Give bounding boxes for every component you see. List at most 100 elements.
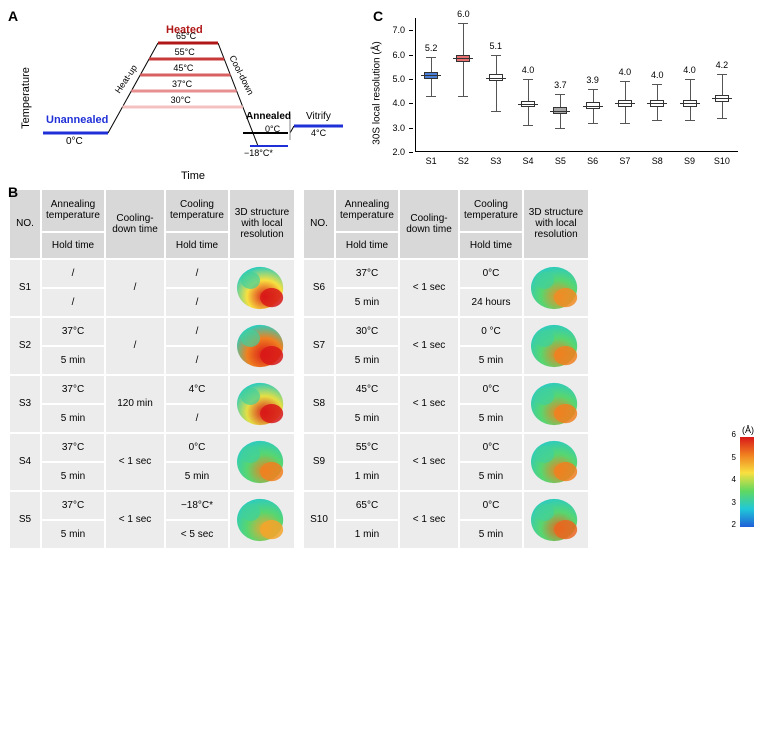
anneal-temp: / xyxy=(42,260,104,287)
hdr-hold1: Hold time xyxy=(42,233,104,258)
x-tick: S5 xyxy=(555,156,566,166)
heated-temp-3: 37°C xyxy=(172,79,192,89)
cool-time: < 1 sec xyxy=(400,318,458,374)
panel-a-label: A xyxy=(8,8,18,24)
hold1: 5 min xyxy=(336,405,398,432)
hdr-hold2: Hold time xyxy=(460,233,522,258)
hold2: / xyxy=(166,347,228,374)
x-tick: S9 xyxy=(684,156,695,166)
panel-a-schematic: Temperature Time xyxy=(38,28,348,168)
vitrify-temp: 4°C xyxy=(311,128,326,138)
box-value: 5.1 xyxy=(489,41,502,51)
structure-cell xyxy=(524,260,588,316)
hold1: / xyxy=(42,289,104,316)
hold2: 5 min xyxy=(460,463,522,490)
hdr-cool-temp: Cooling temperature xyxy=(166,190,228,231)
heated-temp-0: 65°C xyxy=(176,31,196,41)
annealed-t1: −18°C* xyxy=(244,148,273,158)
x-tick: S10 xyxy=(714,156,730,166)
structure-cell xyxy=(230,492,294,548)
box-value: 6.0 xyxy=(457,9,470,19)
hold2: 5 min xyxy=(460,405,522,432)
box-value: 4.0 xyxy=(651,70,664,80)
box-S9 xyxy=(680,18,700,152)
box-value: 4.0 xyxy=(522,65,535,75)
legend-tick: 5 xyxy=(732,453,736,462)
hold2: 5 min xyxy=(166,463,228,490)
hdr-no: NO. xyxy=(10,190,40,258)
structure-icon xyxy=(527,263,585,313)
conditions-table: NO. Annealing temperature Cooling-down t… xyxy=(302,188,590,550)
row-id: S3 xyxy=(10,376,40,432)
row-id: S8 xyxy=(304,376,334,432)
legend-tick: 6 xyxy=(732,430,736,439)
panel-c-plot xyxy=(415,18,738,152)
ytick: 6.0 xyxy=(409,55,413,56)
anneal-temp: 30°C xyxy=(336,318,398,345)
structure-icon xyxy=(527,321,585,371)
legend-unit: (Å) xyxy=(706,425,754,435)
hdr-structure: 3D structure with local resolution xyxy=(524,190,588,258)
box-S2 xyxy=(453,18,473,152)
hdr-anneal-temp: Annealing temperature xyxy=(42,190,104,231)
hold2: 24 hours xyxy=(460,289,522,316)
box-S8 xyxy=(647,18,667,152)
anneal-temp: 37°C xyxy=(42,318,104,345)
anneal-temp: 45°C xyxy=(336,376,398,403)
cool-time: < 1 sec xyxy=(106,492,164,548)
row-id: S2 xyxy=(10,318,40,374)
ytick: 2.0 xyxy=(409,152,413,153)
hold1: 5 min xyxy=(336,289,398,316)
structure-icon xyxy=(527,437,585,487)
anneal-temp: 55°C xyxy=(336,434,398,461)
unannealed-label: Unannealed xyxy=(46,114,108,126)
panel-c-label: C xyxy=(373,8,383,24)
hold1: 5 min xyxy=(42,463,104,490)
panel-c: C 30S local resolution (Å) 2.03.04.05.06… xyxy=(373,8,748,178)
hold2: / xyxy=(166,289,228,316)
legend-tick: 4 xyxy=(732,475,736,484)
cool-time: / xyxy=(106,318,164,374)
panel-c-yticks: 2.03.04.05.06.07.0 xyxy=(403,18,413,152)
cool-temp: 0°C xyxy=(460,492,522,519)
cool-time: 120 min xyxy=(106,376,164,432)
cool-temp: 0°C xyxy=(460,376,522,403)
cool-temp: 0 °C xyxy=(460,318,522,345)
structure-icon xyxy=(233,263,291,313)
vitrify-label: Vitrify xyxy=(306,111,331,122)
structure-icon xyxy=(233,379,291,429)
cool-temp: 0°C xyxy=(166,434,228,461)
panel-b-tables: NO. Annealing temperature Cooling-down t… xyxy=(8,188,752,529)
cool-time: < 1 sec xyxy=(106,434,164,490)
hdr-structure: 3D structure with local resolution xyxy=(230,190,294,258)
x-tick: S3 xyxy=(490,156,501,166)
hdr-cool-time: Cooling-down time xyxy=(106,190,164,258)
structure-icon xyxy=(233,321,291,371)
cool-temp: 4°C xyxy=(166,376,228,403)
panel-b: B NO. Annealing temperature Cooling-down… xyxy=(8,188,752,529)
anneal-temp: 37°C xyxy=(42,492,104,519)
structure-cell xyxy=(230,260,294,316)
cool-temp: / xyxy=(166,318,228,345)
structure-cell xyxy=(230,376,294,432)
box-value: 4.0 xyxy=(619,67,632,77)
box-value: 5.2 xyxy=(425,43,438,53)
x-tick: S2 xyxy=(458,156,469,166)
hold1: 5 min xyxy=(42,521,104,548)
annealed-t0: 0°C xyxy=(265,124,280,134)
figure: A Temperature Time xyxy=(8,8,752,529)
box-value: 4.2 xyxy=(716,60,729,70)
hdr-no: NO. xyxy=(304,190,334,258)
panel-c-ylabel: 30S local resolution (Å) xyxy=(372,41,383,144)
anneal-temp: 37°C xyxy=(336,260,398,287)
box-S3 xyxy=(486,18,506,152)
cool-temp: −18°C* xyxy=(166,492,228,519)
structure-cell xyxy=(230,434,294,490)
x-tick: S8 xyxy=(652,156,663,166)
structure-cell xyxy=(524,318,588,374)
hdr-cool-temp: Cooling temperature xyxy=(460,190,522,231)
cool-temp: / xyxy=(166,260,228,287)
legend-tick: 2 xyxy=(732,520,736,529)
hold1: 1 min xyxy=(336,463,398,490)
structure-icon xyxy=(527,495,585,545)
